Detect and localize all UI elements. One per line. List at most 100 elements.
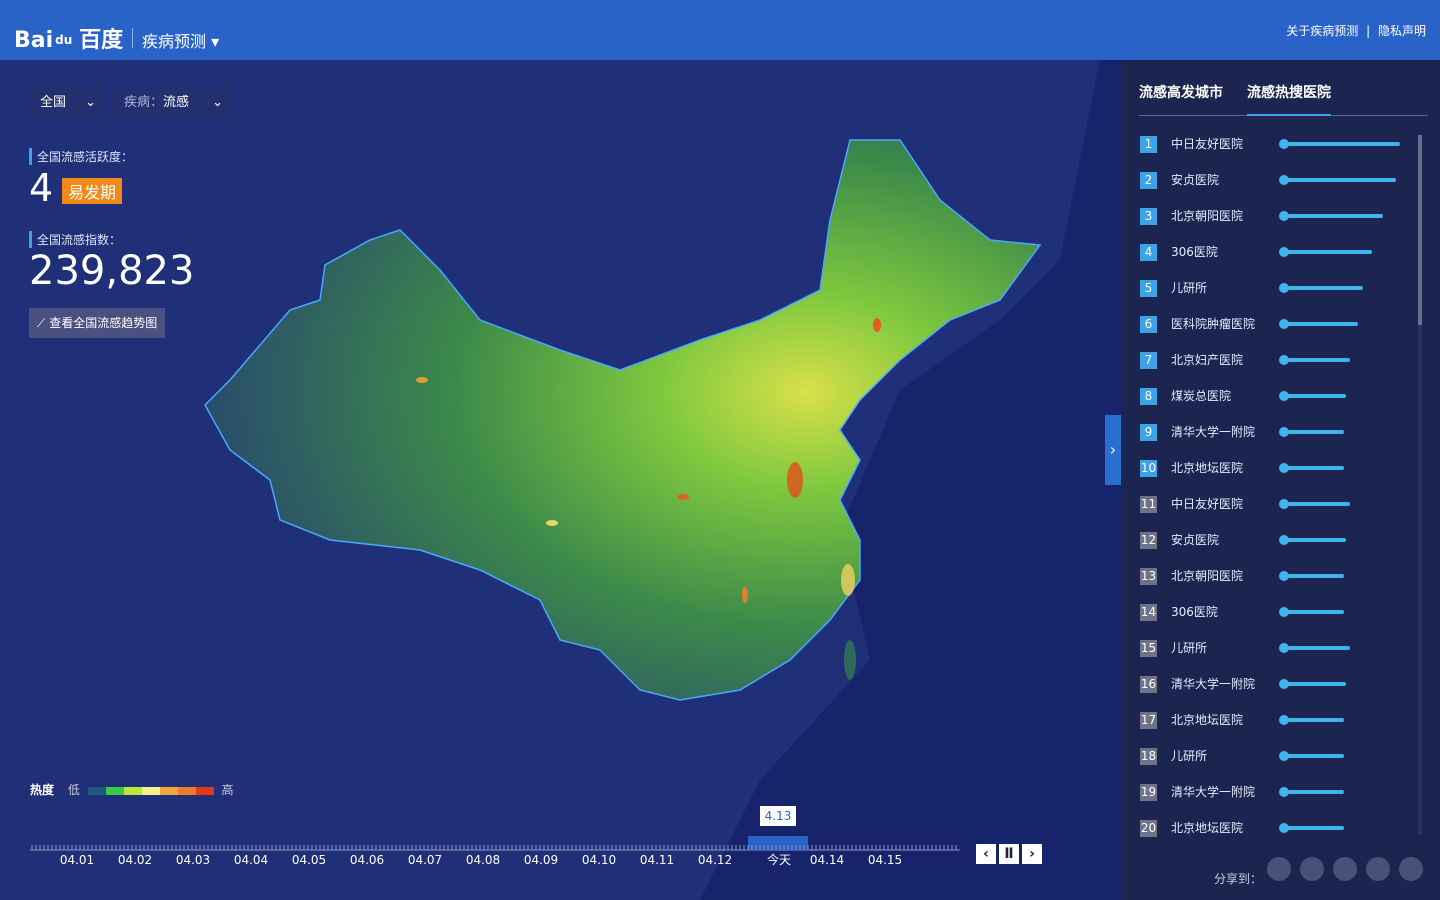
product-menu[interactable]: 疾病预测 ▾ [142, 32, 220, 51]
prev-button[interactable]: ‹ [976, 844, 996, 864]
hospital-rank: 19 [1140, 784, 1157, 801]
heat-bar [1283, 718, 1344, 722]
product-name: 疾病预测 [142, 32, 207, 51]
heat-dot [1279, 751, 1289, 761]
hospital-row: 11 中日友好医院 [1140, 496, 1420, 516]
select-label: 全国 [40, 95, 67, 110]
hospital-name[interactable]: 北京朝阳医院 [1171, 209, 1244, 223]
heat-bar [1283, 322, 1358, 326]
timeline-date: 04.11 [640, 853, 674, 867]
hospital-name[interactable]: 清华大学一附院 [1171, 677, 1256, 691]
hospital-rank: 16 [1140, 676, 1157, 693]
timeline-date: 今天 [767, 852, 791, 867]
hospital-name[interactable]: 306医院 [1171, 245, 1218, 259]
heat-dot [1279, 499, 1289, 509]
taiwan [844, 640, 856, 680]
next-button[interactable]: › [1022, 844, 1042, 864]
heat-bar [1283, 790, 1344, 794]
hotspot [546, 520, 558, 526]
disease-select[interactable]: 疾病：流感 ⌄ [112, 85, 233, 120]
timeline-handle[interactable] [748, 836, 808, 850]
share-icon[interactable] [1399, 857, 1423, 881]
hospital-name[interactable]: 北京朝阳医院 [1171, 569, 1244, 583]
heat-bar [1283, 538, 1346, 542]
sidebar-tab[interactable]: 流感热搜医院 [1247, 82, 1331, 116]
scrollbar [1418, 135, 1422, 835]
hospital-rank: 2 [1140, 172, 1157, 189]
hospital-row: 3 北京朝阳医院 [1140, 208, 1420, 228]
share-label: 分享到： [1214, 872, 1263, 886]
hospital-name[interactable]: 北京妇产医院 [1171, 353, 1244, 367]
pause-button[interactable]: Ⅱ [999, 844, 1019, 864]
hotspot [841, 564, 855, 596]
header-link[interactable]: 关于疾病预测 [1286, 24, 1359, 38]
hospital-name[interactable]: 306医院 [1171, 605, 1218, 619]
heat-dot [1279, 211, 1289, 221]
hospital-rank: 17 [1140, 712, 1157, 729]
button-label: 查看全国流感趋势图 [49, 316, 158, 330]
hotspot [742, 587, 748, 603]
heat-bar [1283, 142, 1400, 146]
hospital-name[interactable]: 北京地坛医院 [1171, 461, 1244, 475]
hospital-row: 14 306医院 [1140, 604, 1420, 624]
share-icon[interactable] [1333, 857, 1357, 881]
hospital-name[interactable]: 儿研所 [1171, 281, 1208, 295]
hospital-row: 10 北京地坛医院 [1140, 460, 1420, 480]
collapse-button[interactable]: › [1105, 415, 1121, 485]
hospital-row: 19 清华大学一附院 [1140, 784, 1420, 804]
timeline-date: 04.01 [60, 853, 94, 867]
scroll-thumb[interactable] [1418, 135, 1422, 325]
heat-bar [1283, 826, 1344, 830]
hospital-row: 15 儿研所 [1140, 640, 1420, 660]
heat-bar [1283, 682, 1346, 686]
hospital-name[interactable]: 煤炭总医院 [1171, 389, 1232, 403]
hospital-row: 9 清华大学一附院 [1140, 424, 1420, 444]
hospital-name[interactable]: 安贞医院 [1171, 533, 1220, 547]
hospital-row: 12 安贞医院 [1140, 532, 1420, 552]
logo[interactable]: Bai du 百度 [14, 22, 123, 54]
hospital-name[interactable]: 儿研所 [1171, 641, 1208, 655]
hospital-row: 17 北京地坛医院 [1140, 712, 1420, 732]
activity-level: 4 [29, 166, 54, 210]
hospital-name[interactable]: 清华大学一附院 [1171, 785, 1256, 799]
hospital-name[interactable]: 安贞医院 [1171, 173, 1220, 187]
header-links: 关于疾病预测 | 隐私声明 [1286, 22, 1426, 39]
timeline-date: 04.14 [810, 853, 844, 867]
hospital-rank: 11 [1140, 496, 1157, 513]
hospital-row: 8 煤炭总医院 [1140, 388, 1420, 408]
heat-dot [1279, 283, 1289, 293]
hospital-rank: 8 [1140, 388, 1157, 405]
sidebar-tab[interactable]: 流感高发城市 [1139, 85, 1223, 101]
legend-swatch [177, 786, 196, 795]
heat-dot [1279, 787, 1289, 797]
hospital-row: 20 北京地坛医院 [1140, 820, 1420, 840]
hospital-rank: 18 [1140, 748, 1157, 765]
hospital-name[interactable]: 中日友好医院 [1171, 137, 1244, 151]
header-link[interactable]: 隐私声明 [1377, 24, 1426, 38]
hospital-name[interactable]: 儿研所 [1171, 749, 1208, 763]
hospital-name[interactable]: 医科院肿瘤医院 [1171, 317, 1256, 331]
hospital-name[interactable]: 北京地坛医院 [1171, 821, 1244, 835]
hospital-rank: 15 [1140, 640, 1157, 657]
hospital-name[interactable]: 清华大学一附院 [1171, 425, 1256, 439]
hotspot [873, 318, 881, 332]
hospital-rank: 20 [1140, 820, 1157, 837]
timeline-date: 04.05 [292, 853, 326, 867]
region-select[interactable]: 全国 ⌄ [30, 85, 106, 120]
hospital-row: 18 儿研所 [1140, 748, 1420, 768]
legend-swatch [195, 786, 214, 795]
hospital-name[interactable]: 北京地坛医院 [1171, 713, 1244, 727]
logo-text: 百度 [79, 28, 124, 53]
share-icon[interactable] [1300, 857, 1324, 881]
share-icon[interactable] [1267, 857, 1291, 881]
hospital-rank: 4 [1140, 244, 1157, 261]
share-icon[interactable] [1366, 857, 1390, 881]
heat-bar [1283, 430, 1344, 434]
legend-title: 热度 [30, 783, 55, 797]
hospital-rank: 5 [1140, 280, 1157, 297]
hospital-rank: 1 [1140, 136, 1157, 153]
hospital-name[interactable]: 中日友好医院 [1171, 497, 1244, 511]
hospital-row: 13 北京朝阳医院 [1140, 568, 1420, 588]
trend-button[interactable]: ⟋ 查看全国流感趋势图 [29, 308, 166, 338]
